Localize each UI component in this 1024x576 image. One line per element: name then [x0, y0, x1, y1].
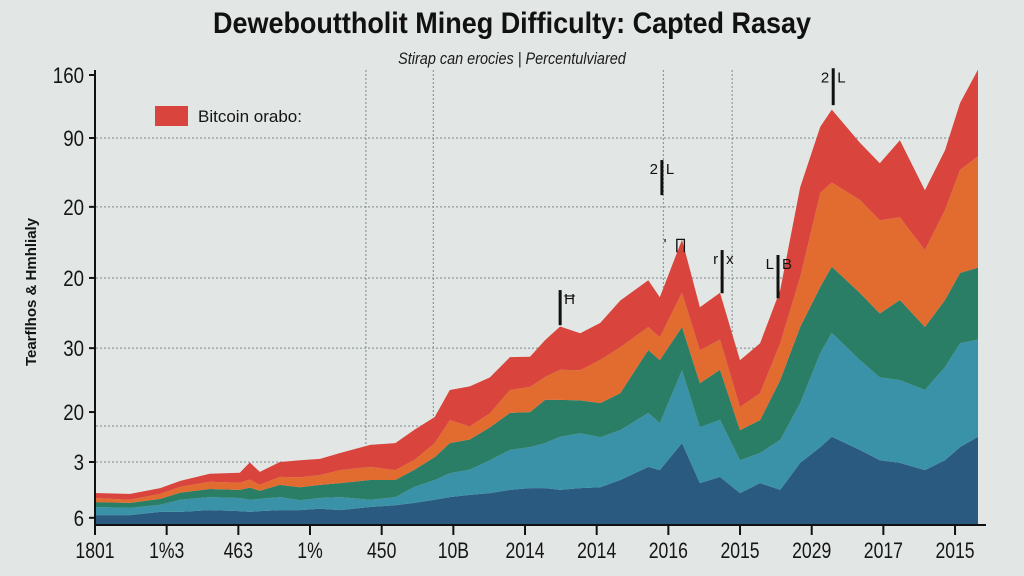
y-tick-label: 20	[63, 197, 84, 221]
y-tick-label: 20	[63, 402, 84, 426]
y-axis-label: Tearflhos & Hmhlialy	[23, 217, 40, 366]
chart-subtitle: Stirap can erocies | Percentulviared	[398, 50, 627, 68]
y-tick-label: 20	[63, 268, 84, 292]
x-tick-label: 1%3	[149, 539, 184, 563]
legend-label: Bitcoin orabo:	[198, 107, 302, 126]
y-tick-label: 6	[74, 507, 84, 531]
x-tick-label: 2015	[720, 539, 759, 563]
x-tick-label: 2014	[505, 539, 544, 563]
x-tick-label: 450	[367, 539, 396, 563]
x-tick-label: 463	[224, 539, 253, 563]
annotation-label-right: ∏	[675, 236, 687, 253]
x-tick-label: 2014	[577, 539, 616, 563]
x-tick-label: 2029	[792, 539, 831, 563]
x-tick-label: 2016	[649, 539, 688, 563]
y-tick-label: 90	[63, 128, 84, 152]
area-series	[95, 69, 978, 525]
legend: Bitcoin orabo:	[155, 106, 302, 126]
annotation-label-left: L	[766, 256, 774, 273]
legend-swatch	[155, 106, 188, 126]
x-tick-label: 1%	[297, 539, 322, 563]
annotation-label-left: 2	[650, 161, 658, 178]
y-tick-label: 3	[74, 452, 84, 476]
y-tick-label: 160	[53, 65, 84, 89]
y-tick-label: 30	[63, 338, 84, 362]
annotation-label-left: '	[664, 236, 667, 253]
axes	[94, 70, 986, 526]
annotation-label-right: B	[782, 256, 792, 273]
annotation-label-right: L	[837, 69, 845, 86]
area-series-2	[95, 332, 978, 516]
chart-title: Dewebouttholit Mineg Difficulty: Capted …	[213, 7, 811, 41]
area-series-1	[95, 436, 978, 525]
annotation-label-left: 2	[821, 69, 829, 86]
annotation-label-right: L	[666, 161, 674, 178]
area-series-3	[95, 266, 978, 508]
x-tick-label: 1801	[75, 539, 114, 563]
x-ticks: 1801 1%3 463 1% 450 10B 2014 2014 2016 2015 2029 20…	[75, 525, 975, 564]
annotation-label-left: r	[713, 251, 718, 268]
annotations: Ħ2 L' ∏r x L B2 L	[558, 68, 846, 326]
area-series-5	[95, 69, 978, 500]
x-tick-label: 10B	[438, 539, 469, 563]
x-tick-label: 2017	[864, 539, 903, 563]
annotation-label-right: x	[726, 251, 734, 268]
annotation-label-right: Ħ	[564, 291, 575, 308]
x-tick-label: 2015	[935, 539, 974, 563]
area-series-4	[95, 156, 978, 503]
y-ticks: 160 90 20 20 30 20 3 6	[53, 65, 95, 531]
